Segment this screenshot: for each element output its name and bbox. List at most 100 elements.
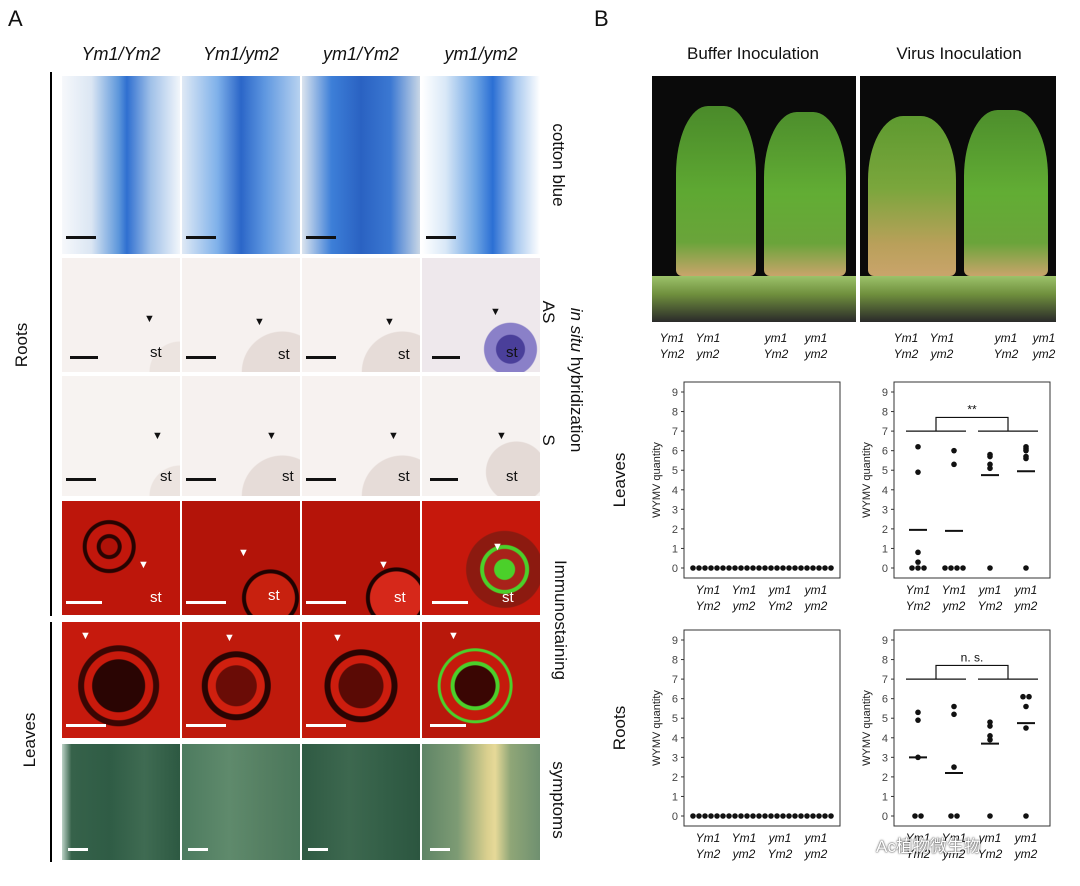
arrowhead-icon: ▼ (384, 316, 395, 328)
data-point (948, 565, 954, 571)
data-point (816, 565, 822, 571)
x-tick-label: ym2 (942, 847, 966, 861)
roots-bracket-line (50, 72, 52, 616)
symptoms-row-label: symptoms (549, 761, 568, 839)
data-point (948, 813, 954, 819)
x-tick-label: Ym1 (942, 831, 967, 845)
scale-bar (430, 848, 450, 851)
immunostaining-root-image-1: ▼ st (62, 501, 180, 615)
x-tick-label: ym2 (804, 599, 828, 613)
genotype-header-3: ym1/Ym2 (322, 44, 400, 64)
stele-label: st (398, 468, 410, 485)
arrowhead-icon: ▼ (152, 430, 163, 442)
data-point (804, 565, 810, 571)
y-tick-label: 1 (882, 543, 888, 555)
scale-bar (66, 601, 102, 604)
x-tick-label: Ym2 (696, 847, 721, 861)
data-point (1023, 725, 1029, 731)
roots-buffer-scatter-chart: 0 1 2 3 4 5 6 7 8 9 WYMV quantity Ym1 Ym2 Ym1 ym2 ym1 Ym… (651, 629, 841, 861)
x-tick-label: Ym2 (696, 599, 721, 613)
significance-label: n. s. (961, 650, 984, 664)
arrowhead-icon: ▼ (448, 630, 459, 642)
x-tick-label: ym2 (1014, 847, 1038, 861)
immunostaining-leaf-image-2: ▼ (182, 622, 300, 738)
ish-sense-image-1: ▼ st (62, 376, 180, 496)
virus-inoculation-title: Virus Inoculation (896, 44, 1022, 63)
plot-frame (893, 381, 1051, 579)
data-point (726, 565, 732, 571)
data-point (915, 549, 921, 556)
y-tick-label: 5 (672, 713, 678, 725)
y-tick-label: 2 (672, 524, 678, 536)
photo-genotype-label: ym1 Ym2 (993, 331, 1019, 361)
data-point (750, 813, 756, 819)
y-tick-label: 7 (882, 674, 888, 686)
arrowhead-icon: ▼ (490, 306, 501, 318)
y-tick-label: 0 (882, 811, 888, 823)
data-point (951, 703, 957, 710)
x-tick-label: Ym2 (906, 599, 931, 613)
data-point (702, 565, 708, 571)
roots-label: Roots (12, 322, 31, 368)
data-point (702, 813, 708, 819)
cotton-blue-image-1 (62, 76, 180, 254)
stele-label: st (150, 589, 162, 606)
buffer-inoculation-title: Buffer Inoculation (687, 44, 819, 63)
y-tick-label: 0 (882, 563, 888, 575)
scale-bar (432, 601, 468, 604)
data-point (1023, 453, 1029, 460)
x-tick-label: ym2 (942, 599, 966, 613)
x-tick-label: Ym2 (978, 847, 1003, 861)
stele-label: st (278, 346, 290, 363)
data-point (690, 813, 696, 819)
immunostaining-root-image-4: ▼ st (422, 501, 540, 615)
y-axis-label: WYMV quantity (651, 442, 663, 518)
plant-tray (652, 276, 856, 322)
scale-bar (306, 601, 346, 604)
y-tick-label: 2 (882, 524, 888, 536)
arrowhead-icon: ▼ (80, 630, 91, 642)
data-point (915, 709, 921, 716)
x-tick-label: ym1 (768, 831, 792, 845)
stele-label: st (502, 589, 514, 606)
ish-sense-image-3: ▼ st (302, 376, 420, 496)
data-point (756, 813, 762, 819)
scale-bar (186, 478, 216, 481)
x-tick-label: ym1 (768, 583, 792, 597)
scale-bar (430, 478, 458, 481)
x-tick-label: Ym2 (768, 599, 793, 613)
y-tick-label: 6 (882, 694, 888, 706)
x-tick-label: Ym2 (768, 847, 793, 861)
data-point (987, 736, 993, 743)
y-tick-label: 1 (672, 543, 678, 555)
scale-bar (186, 601, 226, 604)
scale-bar (186, 724, 226, 727)
y-tick-label: 4 (672, 733, 678, 745)
data-point (987, 453, 993, 460)
leaves-virus-scatter-chart: 0 1 2 3 4 5 6 7 8 9 WYMV quantity ** Ym1 Ym2 Ym1 ym2 ym1… (861, 381, 1051, 613)
data-point (780, 565, 786, 571)
scale-bar (188, 848, 208, 851)
y-tick-label: 8 (672, 407, 678, 419)
leaves-label-b: Leaves (610, 452, 629, 508)
data-point (912, 813, 918, 819)
stele-label: st (394, 589, 406, 606)
scale-bar (306, 724, 346, 727)
scale-bar (306, 236, 336, 239)
scale-bar (430, 724, 466, 727)
y-tick-label: 2 (882, 772, 888, 784)
scale-bar (66, 236, 96, 239)
antisense-row-label: AS (539, 300, 558, 324)
significance-bracket (906, 664, 1038, 680)
x-tick-label: ym1 (1014, 583, 1038, 597)
y-tick-label: 9 (672, 635, 678, 647)
data-point (810, 813, 816, 819)
x-tick-label: ym1 (978, 583, 1002, 597)
data-point (822, 813, 828, 819)
data-point (828, 565, 834, 571)
leaves-buffer-scatter-chart: 0 1 2 3 4 5 6 7 8 9 WYMV quantity Ym1 Ym2 Ym1 ym2 ym1 Ym… (651, 381, 841, 613)
y-tick-label: 5 (672, 465, 678, 477)
symptoms-leaf-image-3 (302, 744, 420, 860)
arrowhead-icon: ▼ (266, 430, 277, 442)
data-point (1023, 703, 1029, 710)
